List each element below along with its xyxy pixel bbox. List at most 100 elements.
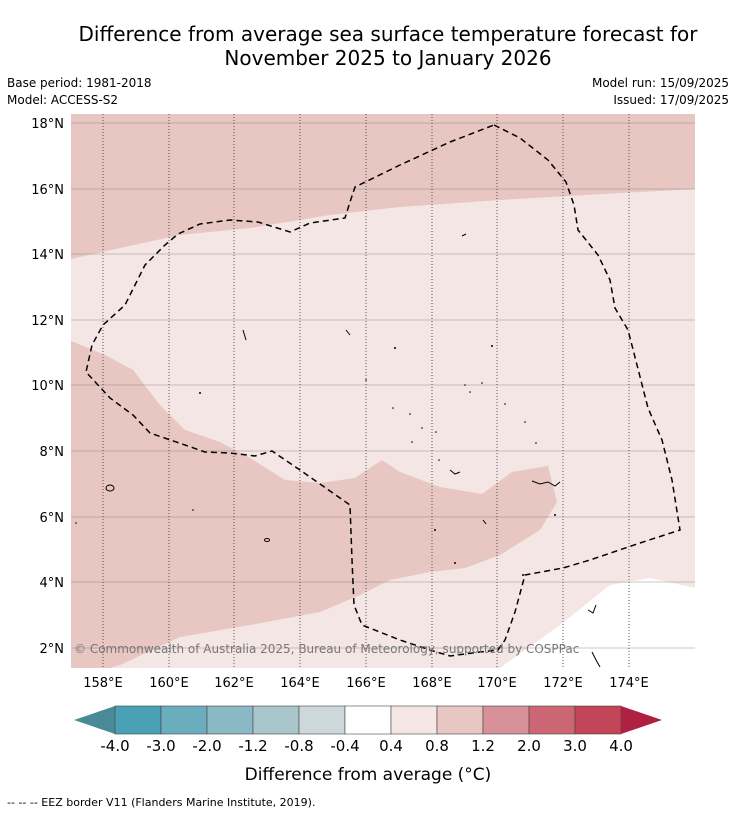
islands <box>105 233 601 668</box>
lat-label: 12°N <box>31 314 64 329</box>
atoll <box>392 407 394 409</box>
atoll <box>192 509 194 511</box>
island <box>461 233 467 237</box>
lat-label: 10°N <box>31 379 64 394</box>
eez-legend-note: -- -- -- EEZ border V11 (Flanders Marine… <box>7 796 316 809</box>
colorbar-label: Difference from average (°C) <box>245 765 492 785</box>
colorbar-tick-label: -0.4 <box>330 737 359 755</box>
island <box>345 329 351 336</box>
lon-label: 174°E <box>609 676 649 691</box>
base-period: Base period: 1981-2018 <box>7 76 152 90</box>
colorbar-cell <box>298 705 346 735</box>
lon-label: 160°E <box>149 676 189 691</box>
lat-label: 8°N <box>40 445 65 460</box>
atoll <box>435 431 437 433</box>
colorbar-cell <box>206 705 254 735</box>
lat-label: 6°N <box>40 511 65 526</box>
lat-label: 4°N <box>40 576 65 591</box>
colorbar-tick-label: -0.8 <box>284 737 313 755</box>
colorbar-extend-high <box>621 706 662 734</box>
atoll <box>491 345 493 347</box>
colorbar-cell <box>574 705 622 735</box>
colorbar-tick-label: 3.0 <box>563 737 587 755</box>
issued-date: Issued: 17/09/2025 <box>613 93 729 107</box>
atoll <box>481 382 483 384</box>
atoll <box>535 442 537 444</box>
atoll <box>438 459 440 461</box>
copyright-text: © Commonwealth of Australia 2025, Bureau… <box>74 642 579 656</box>
longitude-labels: 158°E 160°E 162°E 164°E 166°E 168°E 170°… <box>83 676 649 691</box>
atoll <box>409 413 411 415</box>
atoll <box>554 514 556 516</box>
lon-label: 172°E <box>543 676 583 691</box>
colorbar: -4.0 -3.0 -2.0 -1.2 -0.8 -0.4 0.4 0.8 1.2 2.0 3.0 4… <box>74 705 662 785</box>
atoll <box>504 403 506 405</box>
atoll-dots <box>75 345 556 576</box>
colorbar-tick-label: 2.0 <box>517 737 541 755</box>
island <box>591 651 601 668</box>
colorbar-cell <box>482 705 530 735</box>
atoll <box>75 522 77 524</box>
lat-label: 16°N <box>31 183 64 198</box>
colorbar-tick-label: -3.0 <box>146 737 175 755</box>
model-name: Model: ACCESS-S2 <box>7 93 119 107</box>
colorbar-cell <box>528 705 576 735</box>
colorbar-cell <box>390 705 438 735</box>
atoll <box>469 391 471 393</box>
colorbar-cell <box>344 705 392 735</box>
colorbar-tick-label: 1.2 <box>471 737 495 755</box>
colorbar-tick-label: 4.0 <box>609 737 633 755</box>
colorbar-cells <box>114 705 622 735</box>
colorbar-tick-label: 0.4 <box>379 737 403 755</box>
anomaly-region-south-0.8-1.2 <box>71 341 557 668</box>
atoll <box>199 392 201 394</box>
lon-label: 162°E <box>214 676 254 691</box>
lat-label: 18°N <box>31 117 64 132</box>
colorbar-cell <box>160 705 208 735</box>
atoll <box>454 562 456 564</box>
island <box>482 519 487 525</box>
island <box>531 480 561 487</box>
colorbar-cell <box>436 705 484 735</box>
colorbar-tick-label: -1.2 <box>238 737 267 755</box>
lon-label: 158°E <box>83 676 123 691</box>
atoll <box>524 421 526 423</box>
map-title: Difference from average sea surface temp… <box>40 22 736 70</box>
colorbar-tick-label: 0.8 <box>425 737 449 755</box>
lat-label: 14°N <box>31 248 64 263</box>
island <box>264 538 270 542</box>
atoll <box>421 427 423 429</box>
latitude-labels: 18°N 16°N 14°N 12°N 10°N 8°N 6°N 4°N 2°N <box>31 117 64 657</box>
latitude-gridlines <box>71 122 695 649</box>
lon-label: 164°E <box>280 676 320 691</box>
atoll <box>411 441 413 443</box>
atoll <box>394 347 396 349</box>
island <box>242 329 247 341</box>
island <box>449 469 461 475</box>
title-line-1: Difference from average sea surface temp… <box>78 22 698 46</box>
island <box>587 604 597 614</box>
eez-border <box>85 124 681 657</box>
colorbar-cell <box>114 705 162 735</box>
meta-left: Base period: 1981-2018 Model: ACCESS-S2 <box>7 75 152 109</box>
lat-label: 2°N <box>40 642 65 657</box>
lon-label: 166°E <box>346 676 386 691</box>
title-line-2: November 2025 to January 2026 <box>224 46 552 70</box>
anomaly-region-north-0.8-1.2 <box>71 114 695 259</box>
atoll <box>522 574 524 576</box>
atoll <box>365 379 367 381</box>
colorbar-tick-label: -2.0 <box>192 737 221 755</box>
meta-right: Model run: 15/09/2025 Issued: 17/09/2025 <box>592 75 729 109</box>
colorbar-cell <box>252 705 300 735</box>
anomaly-region-near-zero <box>500 578 695 668</box>
lon-label: 170°E <box>477 676 517 691</box>
colorbar-tick-labels: -4.0 -3.0 -2.0 -1.2 -0.8 -0.4 0.4 0.8 1.2 2.0 3.0 4… <box>100 737 633 755</box>
model-run: Model run: 15/09/2025 <box>591 76 729 90</box>
lon-label: 168°E <box>412 676 452 691</box>
map-area: © Commonwealth of Australia 2025, Bureau… <box>71 114 695 668</box>
island <box>105 484 115 492</box>
colorbar-extend-low <box>74 706 115 734</box>
colorbar-tick-label: -4.0 <box>100 737 129 755</box>
atoll <box>464 384 466 386</box>
